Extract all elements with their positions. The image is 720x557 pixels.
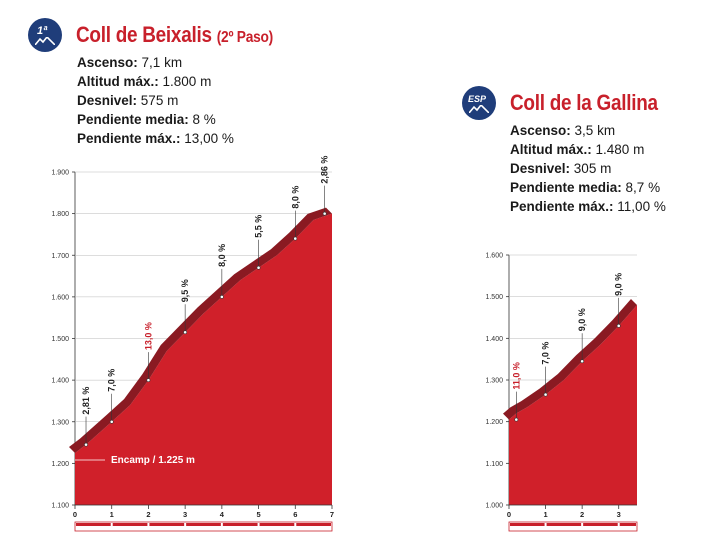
km-strip-segment bbox=[296, 523, 331, 526]
y-tick-label: 1.600 bbox=[485, 253, 503, 260]
gradient-label: 5,5 % bbox=[254, 215, 264, 238]
stat-row: Altitud máx.: 1.480 m bbox=[510, 142, 645, 157]
climb-title-suffix: (2º Paso) bbox=[216, 29, 273, 46]
stat-row: Ascenso: 7,1 km bbox=[77, 55, 183, 70]
stat-row: Pendiente media: 8 % bbox=[77, 112, 216, 127]
gradient-point bbox=[146, 378, 151, 383]
gradient-point bbox=[183, 330, 188, 335]
stat-row: Ascenso: 3,5 km bbox=[510, 123, 616, 138]
km-strip-segment bbox=[259, 523, 295, 526]
gradient-label: 9,0 % bbox=[577, 308, 587, 331]
stat-row: Desnivel: 575 m bbox=[77, 93, 179, 108]
y-tick-label: 1.300 bbox=[485, 378, 503, 385]
x-tick-label: 3 bbox=[617, 510, 621, 519]
gradient-point bbox=[109, 419, 114, 424]
x-tick-label: 0 bbox=[73, 510, 77, 519]
km-strip-segment bbox=[222, 523, 258, 526]
climb-title: Coll de Beixalis (2º Paso) bbox=[76, 22, 273, 48]
y-tick-label: 1.700 bbox=[51, 253, 69, 260]
gradient-label: 8,0 % bbox=[290, 186, 300, 209]
gradient-point bbox=[322, 211, 327, 216]
gradient-point bbox=[514, 417, 519, 422]
y-tick-label: 1.900 bbox=[51, 170, 69, 177]
km-strip bbox=[508, 521, 638, 532]
stat-row: Pendiente máx.: 11,00 % bbox=[510, 199, 666, 214]
profile-top-band bbox=[69, 207, 332, 453]
y-tick-label: 1.000 bbox=[485, 503, 503, 510]
x-tick-label: 6 bbox=[293, 510, 297, 519]
y-tick-label: 1.100 bbox=[485, 461, 503, 468]
gradient-label: 2,81 % bbox=[81, 387, 91, 415]
stat-row: Pendiente máx.: 13,00 % bbox=[77, 131, 234, 146]
gradient-label: 7,0 % bbox=[107, 369, 117, 392]
km-strip-segment bbox=[112, 523, 148, 526]
x-tick-label: 5 bbox=[256, 510, 260, 519]
climb-stats: Ascenso: 7,1 km Altitud máx.: 1.800 m De… bbox=[77, 53, 234, 148]
km-strip-segment bbox=[76, 523, 111, 526]
category-badge: ESP bbox=[462, 86, 496, 120]
km-strip-segment bbox=[583, 523, 618, 526]
gradient-point bbox=[293, 236, 298, 241]
category-badge: 1ª bbox=[28, 18, 62, 52]
y-tick-label: 1.400 bbox=[51, 378, 69, 385]
profile-area bbox=[509, 305, 637, 505]
climb-title-text: Coll de la Gallina bbox=[510, 90, 658, 115]
y-tick-label: 1.500 bbox=[485, 294, 503, 301]
profile-area bbox=[75, 213, 332, 505]
x-tick-label: 3 bbox=[183, 510, 187, 519]
gradient-label: 8,0 % bbox=[217, 244, 227, 267]
y-tick-label: 1.800 bbox=[51, 211, 69, 218]
category-badge-label: ESP bbox=[468, 94, 487, 104]
chart-1: 1.000 1.100 1.200 1.300 1.400 1.500 1.600 0 1 2 3 1… bbox=[485, 253, 638, 532]
gradient-point bbox=[580, 359, 585, 364]
start-label: Encamp / 1.225 m bbox=[111, 455, 195, 466]
x-tick-label: 4 bbox=[220, 510, 225, 519]
km-strip-segment bbox=[510, 523, 545, 526]
km-strip bbox=[74, 521, 333, 532]
chart-0: 1.100 1.200 1.300 1.400 1.500 1.600 1.700 1.800… bbox=[51, 156, 334, 532]
climb-title-text: Coll de Beixalis bbox=[76, 22, 212, 47]
y-tick-label: 1.600 bbox=[51, 294, 69, 301]
mountain-icon bbox=[35, 37, 55, 45]
gradient-point bbox=[256, 265, 261, 270]
y-tick-label: 1.200 bbox=[51, 461, 69, 468]
gradient-label: 9,5 % bbox=[180, 279, 190, 302]
km-strip-segment bbox=[619, 523, 636, 526]
y-tick-label: 1.400 bbox=[485, 336, 503, 343]
gradient-label: 9,0 % bbox=[614, 273, 624, 296]
gradient-point bbox=[616, 323, 621, 328]
gradient-point bbox=[543, 392, 548, 397]
x-tick-label: 7 bbox=[330, 510, 334, 519]
category-badge-label: 1ª bbox=[37, 25, 48, 37]
x-tick-label: 2 bbox=[580, 510, 584, 519]
gradient-label: 11,0 % bbox=[511, 362, 521, 390]
x-tick-label: 2 bbox=[146, 510, 150, 519]
gradient-label: 2,86 % bbox=[320, 156, 330, 184]
gradient-point bbox=[84, 442, 88, 447]
x-tick-label: 1 bbox=[543, 510, 547, 519]
gradient-label: 7,0 % bbox=[541, 342, 551, 365]
x-tick-label: 0 bbox=[507, 510, 511, 519]
y-tick-label: 1.300 bbox=[51, 419, 69, 426]
km-strip-segment bbox=[149, 523, 185, 526]
y-tick-label: 1.200 bbox=[485, 419, 503, 426]
stat-row: Pendiente media: 8,7 % bbox=[510, 180, 661, 195]
stat-row: Altitud máx.: 1.800 m bbox=[77, 74, 212, 89]
y-tick-label: 1.100 bbox=[51, 503, 69, 510]
climb-stats: Ascenso: 3,5 km Altitud máx.: 1.480 m De… bbox=[510, 121, 666, 216]
gradient-label: 13,0 % bbox=[143, 322, 153, 350]
stat-row: Desnivel: 305 m bbox=[510, 161, 612, 176]
km-strip-segment bbox=[546, 523, 582, 526]
gradient-point bbox=[219, 294, 224, 299]
km-strip-segment bbox=[186, 523, 221, 526]
y-tick-label: 1.500 bbox=[51, 336, 69, 343]
x-tick-label: 1 bbox=[110, 510, 114, 519]
climb-title: Coll de la Gallina bbox=[510, 90, 658, 116]
mountain-icon bbox=[469, 105, 489, 113]
